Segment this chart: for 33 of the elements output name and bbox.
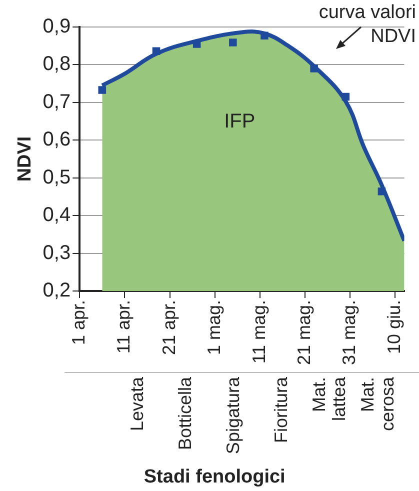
text: Botticella — [175, 376, 196, 450]
text: Fioritura — [271, 376, 292, 444]
x-tick-label: 11 mag. — [248, 300, 269, 364]
text: Spigatura — [223, 376, 244, 454]
point — [152, 47, 160, 56]
y-tick-label: 0,5 — [42, 166, 71, 188]
x-tick-label: 1 apr. — [68, 300, 89, 346]
x-tick-label: 10 giu. — [384, 300, 404, 354]
text: Stadi fenologici — [144, 466, 286, 488]
point — [229, 38, 237, 46]
y-tick-label: 0,6 — [42, 128, 71, 151]
point — [342, 92, 350, 101]
y-tick-label: 0,8 — [42, 53, 71, 76]
point — [310, 64, 318, 72]
text: NDVI — [14, 136, 36, 182]
point — [98, 86, 106, 94]
x-tick-label: 21 mag. — [294, 300, 314, 366]
x-tick-label: 21 apr. — [158, 300, 179, 356]
point — [260, 32, 268, 40]
x-tick-label: 31 mag. — [339, 300, 360, 366]
y-tick-label: 0,4 — [42, 204, 71, 226]
text: curva valori — [318, 2, 416, 23]
x-tick-label: 11 apr. — [114, 300, 134, 354]
point — [378, 188, 386, 196]
series-label: IFP — [224, 110, 256, 133]
text: Mat. lattea — [309, 376, 350, 422]
y-tick-label: 0,7 — [42, 90, 71, 113]
y-tick-label: 0,2 — [42, 279, 71, 302]
y-tick-label: 0,3 — [42, 242, 71, 264]
y-axis-title: NDVI — [370, 26, 416, 47]
text: Levata — [127, 376, 148, 432]
y-tick-label: 0,9 — [42, 16, 71, 38]
x-tick-label: 1 mag. — [204, 300, 224, 355]
